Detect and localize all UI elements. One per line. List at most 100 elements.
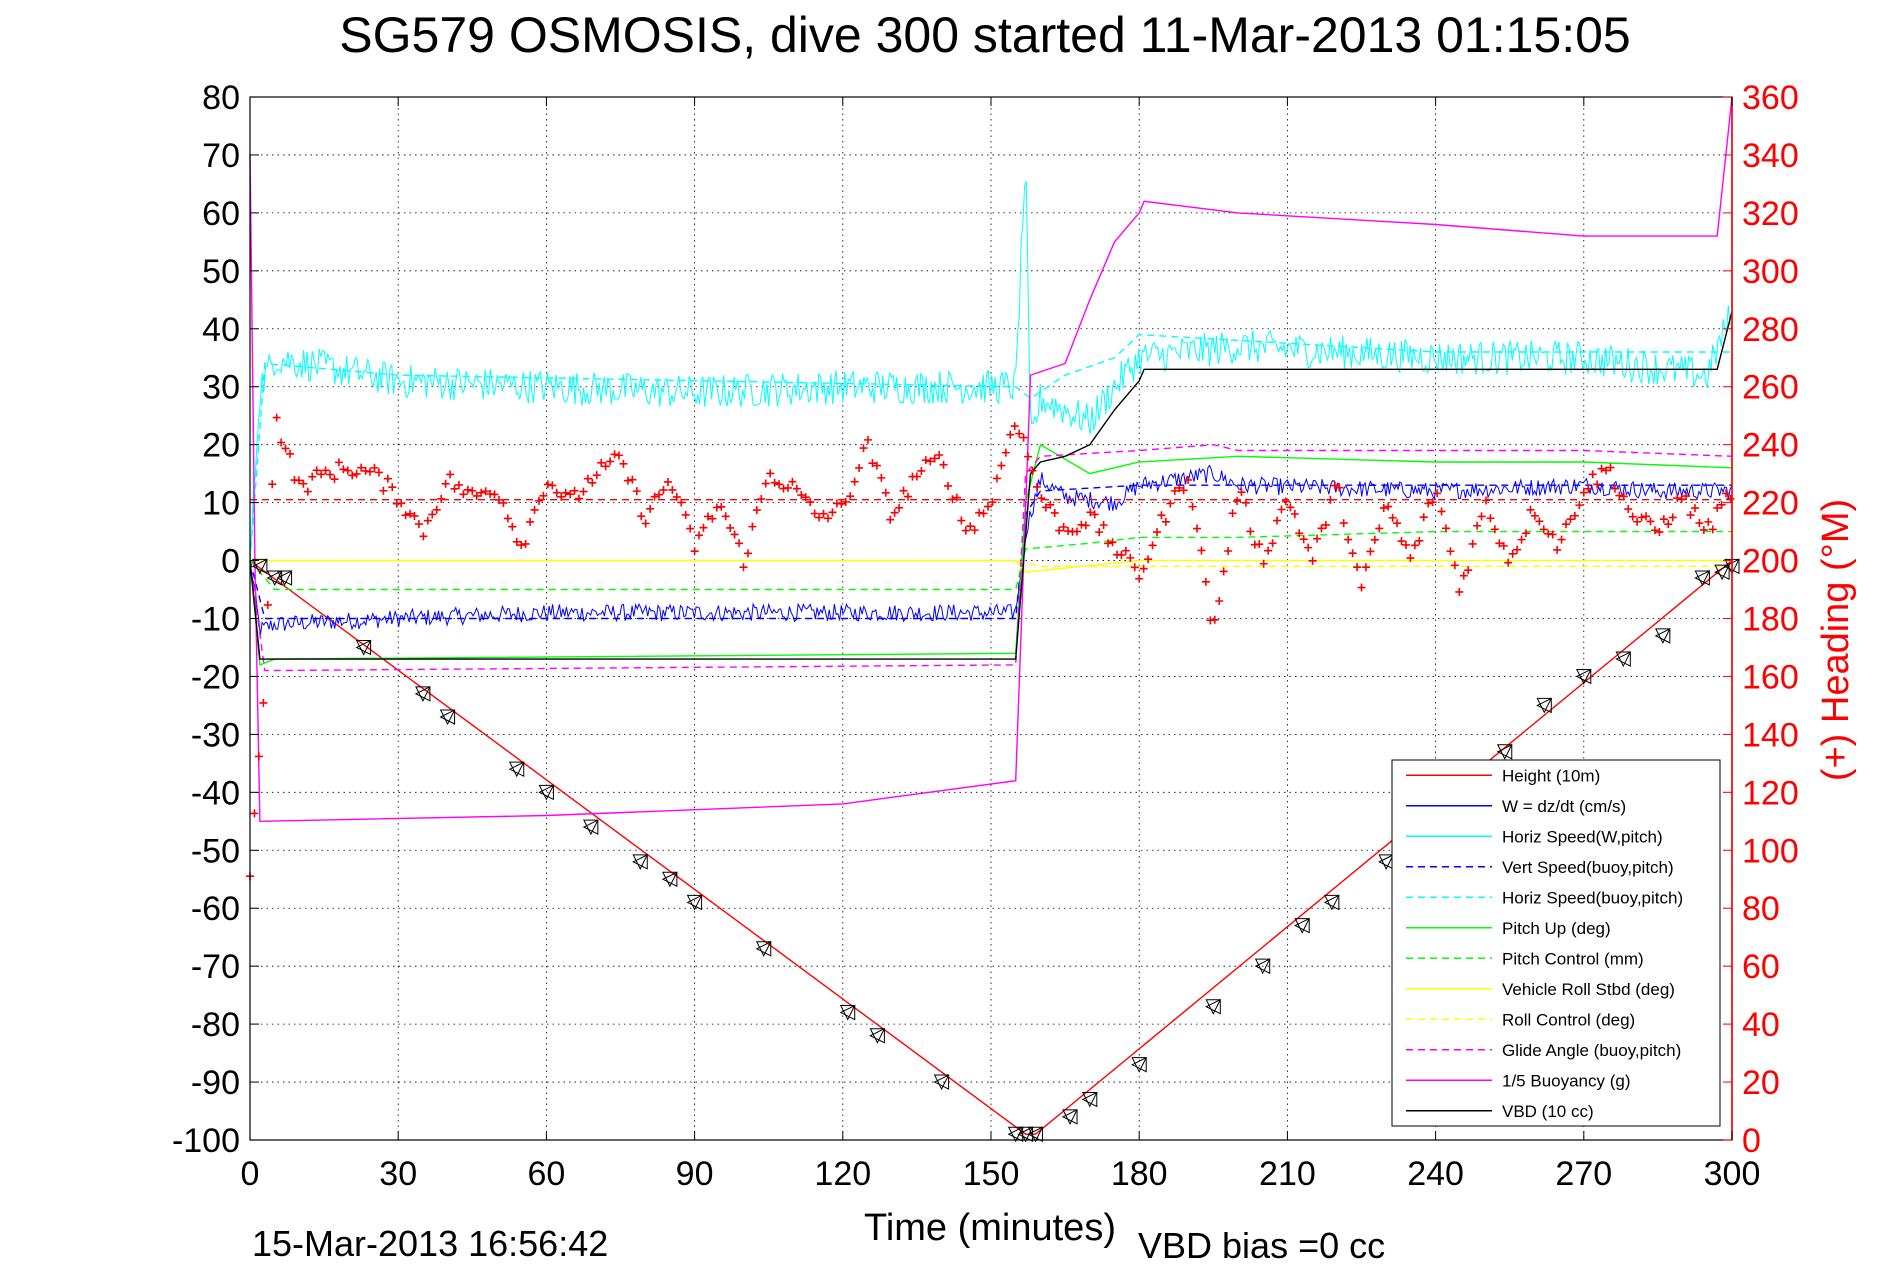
x-tick-label: 0 [241,1155,260,1193]
heading-point [272,413,281,422]
heading-point [383,474,392,483]
heading-point [1304,543,1313,552]
x-tick-label: 300 [1704,1155,1761,1193]
heading-point [1233,497,1242,506]
heading-point [726,523,735,532]
heading-point [699,523,708,532]
depth-marker [1131,1056,1148,1073]
heading-point [1361,563,1370,572]
heading-point [1290,510,1299,519]
heading-point [1144,555,1153,564]
heading-point [1490,525,1499,534]
heading-point [988,498,997,507]
heading-point [579,487,588,496]
heading-point [312,466,321,475]
heading-point [863,435,872,444]
heading-point [1517,535,1526,544]
heading-point [739,563,748,572]
y-tick-label-left: 0 [221,543,240,581]
heading-point [1522,529,1530,538]
heading-point [970,526,979,535]
y-tick-label-right: 200 [1742,543,1799,581]
series-line [249,530,1732,591]
heading-point [1308,556,1317,565]
legend-box [1391,759,1721,1127]
heading-point [352,469,361,478]
heading-point [277,438,286,447]
heading-point [748,522,757,531]
y-tick-label-left: -30 [191,716,240,754]
heading-point [1184,475,1193,484]
heading-point [841,497,850,506]
x-axis-label: Time (minutes) [864,1207,1116,1249]
heading-point [1099,521,1108,530]
heading-point [379,486,388,495]
heading-point [823,514,832,523]
heading-point [561,488,570,497]
heading-point [481,487,490,496]
heading-point [606,457,615,466]
heading-point [254,752,263,761]
heading-point [859,444,868,453]
heading-point [1575,501,1584,510]
y-tick-label-right: 100 [1742,832,1799,870]
legend-entry-label: Horiz Speed(buoy,pitch) [1502,888,1683,907]
heading-point [1121,546,1130,555]
heading-point [1148,541,1157,550]
depth-marker [1205,998,1222,1015]
heading-point [517,541,526,550]
heading-point [659,486,668,495]
depth-marker-layer [251,558,1740,1143]
x-tick-label: 180 [1111,1155,1168,1193]
heading-point [957,516,966,525]
heading-point [1001,448,1010,457]
heading-point [619,459,628,468]
heading-point [681,510,690,519]
heading-point [592,471,601,480]
heading-point [899,486,908,495]
heading-point [1455,587,1464,596]
heading-point [1726,494,1735,503]
heading-point [1393,519,1402,528]
heading-point [1388,513,1397,522]
y-tick-label-left: 60 [202,195,240,233]
heading-point [1139,564,1148,573]
depth-marker [538,784,555,801]
heading-point [655,490,664,499]
depth-marker [1323,894,1340,911]
heading-point [1606,463,1615,472]
heading-point [1117,551,1126,560]
heading-point [1642,512,1651,521]
heading-point [299,479,308,488]
heading-point [917,466,926,475]
heading-point [1557,535,1566,544]
heading-point [1050,508,1059,517]
heading-point [1659,515,1668,524]
depth-marker [661,871,678,888]
heading-point [1277,505,1286,514]
heading-point [1437,507,1446,516]
heading-point [557,492,566,501]
heading-point [281,444,290,453]
heading-point [1313,534,1322,543]
heading-point [454,480,463,489]
heading-point [294,476,303,485]
heading-point [1179,486,1188,495]
heading-point [912,472,921,481]
heading-point [641,519,650,528]
heading-point [1370,535,1379,544]
depth-marker [755,940,772,957]
heading-point [326,470,335,479]
heading-point [388,483,397,492]
heading-point [1219,567,1228,576]
heading-point [1037,494,1046,503]
heading-point [1668,513,1677,522]
heading-point [770,478,779,487]
y-tick-label-right: 180 [1742,601,1799,639]
x-tick-label: 30 [379,1155,417,1193]
series-line [249,443,1733,666]
heading-point [992,474,1001,483]
y-tick-label-left: -50 [191,832,240,870]
heading-point [828,508,837,517]
heading-point [1495,539,1504,548]
